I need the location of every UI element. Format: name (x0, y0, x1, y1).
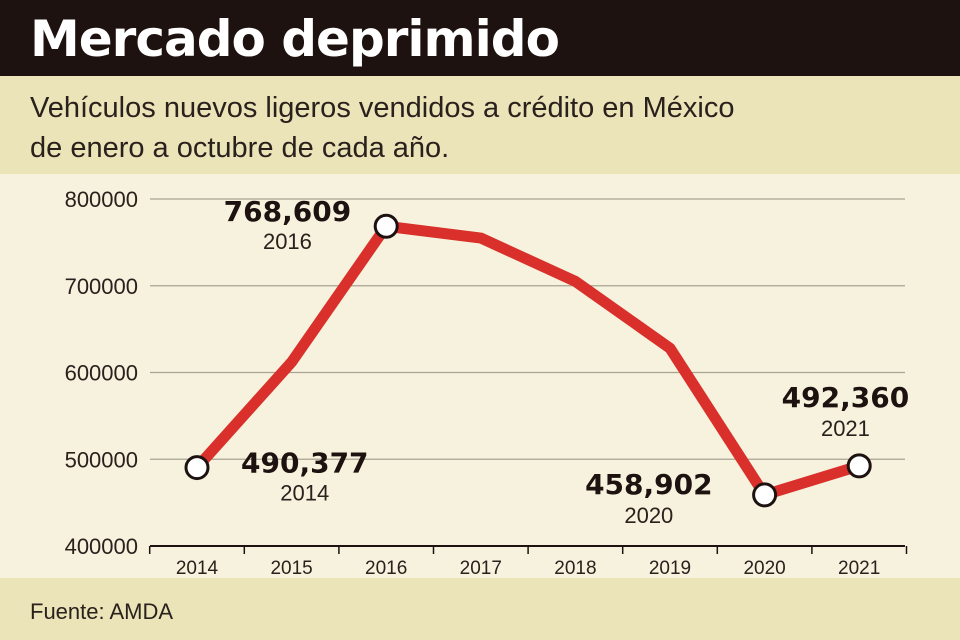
data-point-marker (846, 453, 872, 479)
x-tick-label: 2018 (554, 558, 596, 578)
x-tick-label: 2015 (270, 558, 312, 578)
data-label-year: 2020 (624, 503, 673, 528)
data-label-year: 2014 (280, 481, 329, 506)
y-tick-label: 700000 (65, 274, 138, 299)
y-tick-label: 600000 (65, 361, 138, 386)
data-label-year: 2016 (263, 229, 312, 254)
subtitle-line-2: de enero a octubre de cada año. (30, 132, 450, 164)
y-axis: 800000 700000 600000 500000 400000 (65, 187, 138, 559)
x-tick-label: 2019 (649, 558, 691, 578)
x-tick-label: 2021 (838, 558, 880, 578)
data-label-year: 2021 (821, 416, 870, 441)
chart-title: Mercado deprimido (30, 10, 560, 68)
subtitle-line-1: Vehículos nuevos ligeros vendidos a créd… (30, 92, 735, 124)
data-label-value: 492,360 (782, 381, 910, 414)
y-tick-label: 500000 (65, 447, 138, 472)
data-point-marker (184, 455, 210, 481)
subtitle-box: Vehículos nuevos ligeros vendidos a créd… (0, 76, 960, 174)
data-points (184, 213, 872, 508)
data-label-value: 458,902 (585, 468, 713, 501)
data-point-marker (752, 482, 778, 508)
series-line (191, 220, 865, 501)
series-line-path (191, 220, 865, 501)
y-tick-label: 400000 (65, 534, 138, 559)
x-tick-label: 2020 (743, 558, 785, 578)
source-box: Fuente: AMDA (0, 578, 960, 640)
x-axis: 2014 2015 2016 2017 2018 2019 2020 2021 (148, 545, 908, 578)
source-text: Fuente: AMDA (30, 599, 174, 624)
x-tick-label: 2016 (365, 558, 407, 578)
y-tick-label: 800000 (65, 187, 138, 212)
data-label-value: 490,377 (241, 447, 369, 480)
x-tick-label: 2014 (176, 558, 219, 578)
title-bar: Mercado deprimido (0, 0, 960, 76)
x-tick-label: 2017 (460, 558, 502, 578)
data-point-marker (373, 213, 399, 239)
data-label-value: 768,609 (224, 195, 352, 228)
